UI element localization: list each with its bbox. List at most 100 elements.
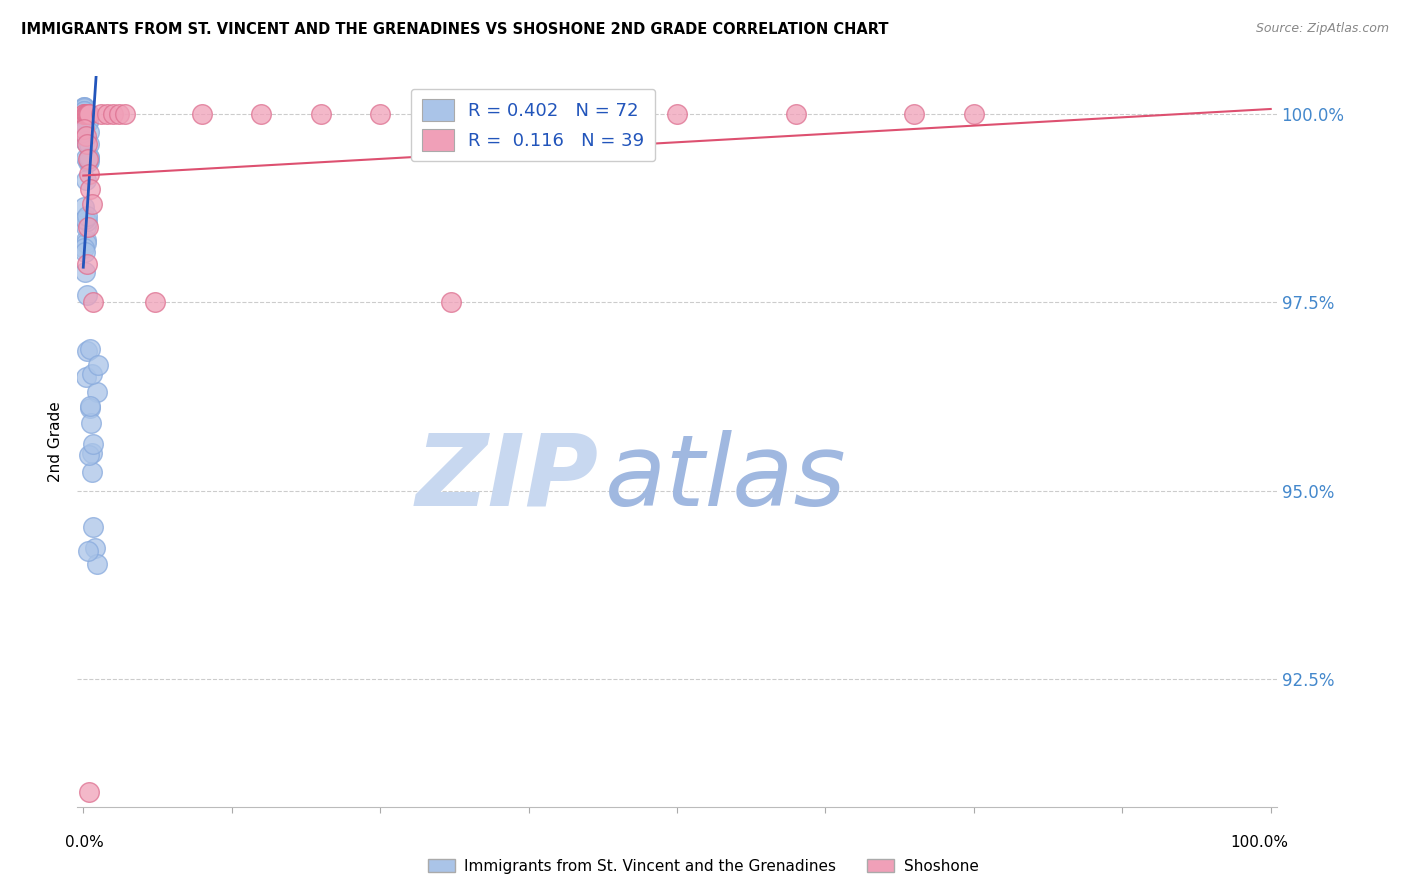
Point: [73, 122, 96, 136]
Point: [77, 154, 100, 169]
Point: [73, 121, 96, 136]
Point: [77, 136, 100, 151]
Point: [79, 399, 101, 413]
Point: [84, 541, 107, 555]
Point: [488, 106, 510, 120]
Point: [77, 106, 100, 120]
Text: atlas: atlas: [605, 430, 846, 526]
Point: [79, 401, 101, 415]
Point: [75, 219, 97, 234]
Point: [76, 106, 98, 120]
Point: [73, 135, 96, 149]
Point: [73, 113, 96, 128]
Point: [77, 785, 100, 799]
Point: [73, 109, 96, 123]
Point: [80, 465, 103, 479]
Text: IMMIGRANTS FROM ST. VINCENT AND THE GRENADINES VS SHOSHONE 2ND GRADE CORRELATION: IMMIGRANTS FROM ST. VINCENT AND THE GREN…: [21, 22, 889, 37]
Point: [73, 117, 96, 131]
Point: [73, 127, 96, 141]
Point: [114, 106, 136, 120]
Text: 0.0%: 0.0%: [65, 836, 104, 850]
Point: [75, 173, 97, 187]
Point: [87, 358, 110, 372]
Point: [547, 106, 569, 120]
Point: [73, 108, 96, 122]
Point: [77, 151, 100, 165]
Point: [82, 520, 104, 534]
Point: [73, 118, 96, 132]
Point: [73, 106, 96, 120]
Legend: R = 0.402   N = 72, R =  0.116   N = 39: R = 0.402 N = 72, R = 0.116 N = 39: [411, 88, 655, 161]
Point: [73, 120, 96, 134]
Point: [77, 150, 100, 164]
Point: [440, 295, 463, 310]
Point: [82, 436, 104, 450]
Point: [73, 116, 96, 130]
Point: [75, 236, 97, 251]
Point: [250, 106, 273, 120]
Point: [73, 128, 96, 142]
Point: [73, 116, 96, 130]
Legend: Immigrants from St. Vincent and the Grenadines, Shoshone: Immigrants from St. Vincent and the Gren…: [422, 853, 984, 880]
Point: [77, 152, 100, 166]
Point: [73, 244, 96, 259]
Point: [80, 446, 103, 460]
Point: [73, 110, 96, 124]
Point: [191, 106, 214, 120]
Point: [77, 448, 100, 462]
Point: [309, 106, 332, 120]
Point: [73, 265, 96, 279]
Point: [79, 182, 101, 196]
Point: [73, 124, 96, 138]
Point: [76, 209, 98, 223]
Point: [77, 125, 100, 139]
Text: 100.0%: 100.0%: [1230, 836, 1289, 850]
Point: [73, 103, 96, 118]
Point: [75, 369, 97, 384]
Point: [73, 102, 96, 116]
Point: [73, 109, 96, 123]
Point: [79, 343, 101, 357]
Point: [73, 115, 96, 129]
Point: [77, 219, 100, 234]
Point: [963, 106, 986, 120]
Point: [101, 106, 124, 120]
Point: [73, 241, 96, 255]
Point: [86, 557, 108, 571]
Point: [143, 295, 166, 310]
Point: [368, 106, 391, 120]
Point: [73, 106, 96, 120]
Point: [73, 107, 96, 121]
Text: ZIP: ZIP: [416, 430, 599, 526]
Point: [86, 385, 108, 400]
Point: [903, 106, 925, 120]
Point: [76, 344, 98, 359]
Point: [73, 107, 96, 121]
Point: [90, 106, 112, 120]
Point: [80, 197, 103, 211]
Point: [76, 287, 98, 301]
Point: [429, 106, 451, 120]
Point: [73, 129, 96, 144]
Point: [73, 103, 96, 118]
Point: [785, 106, 807, 120]
Point: [73, 120, 96, 134]
Point: [73, 112, 96, 126]
Point: [73, 100, 96, 114]
Text: Source: ZipAtlas.com: Source: ZipAtlas.com: [1256, 22, 1389, 36]
Point: [73, 108, 96, 122]
Point: [73, 117, 96, 131]
Y-axis label: 2nd Grade: 2nd Grade: [48, 401, 63, 482]
Point: [108, 106, 131, 120]
Point: [77, 106, 100, 120]
Point: [73, 101, 96, 115]
Point: [77, 154, 100, 169]
Point: [73, 125, 96, 139]
Point: [80, 416, 103, 430]
Point: [666, 106, 689, 120]
Point: [73, 100, 96, 114]
Point: [75, 151, 97, 165]
Point: [72, 125, 94, 139]
Point: [82, 295, 104, 310]
Point: [77, 167, 100, 181]
